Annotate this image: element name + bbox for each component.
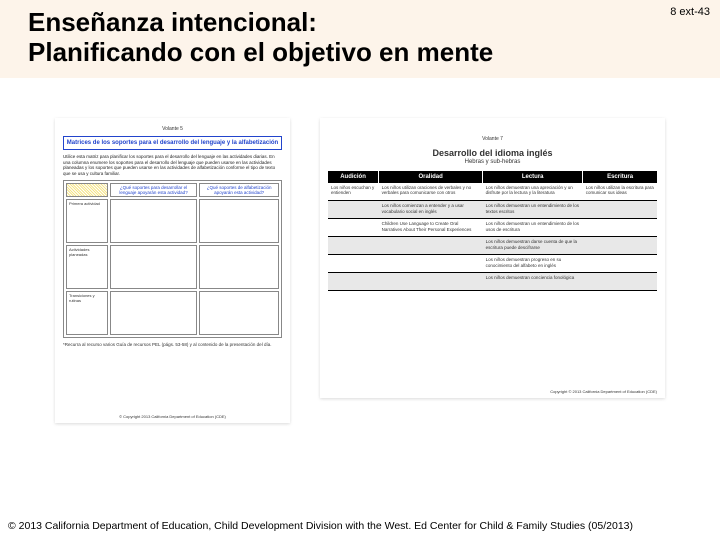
slide-footer: © 2013 California Department of Educatio… xyxy=(8,520,712,532)
title-line2: Planificando con el objetivo en mente xyxy=(28,38,720,68)
content-area: Volante 5 Matrices de los soportes para … xyxy=(0,78,720,423)
right-subtitle: Hebras y sub-hebras xyxy=(328,159,657,165)
left-row-label-1: Primera actividad xyxy=(66,199,108,243)
left-intro: Utilice esta matriz para planificar los … xyxy=(63,154,282,176)
right-col-2: Oralidad xyxy=(379,171,483,183)
left-title-box: Matrices de los soportes para el desarro… xyxy=(63,136,282,151)
left-header-1: ¿Qué soportes para desarrollar el lengua… xyxy=(110,183,198,197)
right-cell: Los niños utilizan oraciones de verbales… xyxy=(379,183,483,201)
left-cell xyxy=(110,199,198,243)
left-header-2: ¿Qué soportes de alfabetización apoyarán… xyxy=(199,183,279,197)
right-cell xyxy=(379,273,483,291)
right-cell xyxy=(328,219,379,237)
right-cell xyxy=(379,255,483,273)
right-strand-table: Audición Oralidad Lectura Escritura Los … xyxy=(328,171,657,292)
right-cell xyxy=(328,237,379,255)
left-row-label-2: Actividades planeadas xyxy=(66,245,108,289)
left-cell xyxy=(199,245,279,289)
right-col-4: Escritura xyxy=(583,171,657,183)
left-row-label-3: Transiciones y rutinas xyxy=(66,291,108,335)
right-cell: Los niños escuchan y entienden xyxy=(328,183,379,201)
right-cell xyxy=(583,273,657,291)
left-cell xyxy=(110,245,198,289)
right-title: Desarrollo del idioma inglés xyxy=(328,148,657,158)
left-volume: Volante 5 xyxy=(63,126,282,132)
right-cell xyxy=(328,255,379,273)
right-cell xyxy=(328,273,379,291)
right-cell: Los niños demuestran progreso en su cono… xyxy=(483,255,583,273)
right-cell: Los niños demuestran conciencia fonológi… xyxy=(483,273,583,291)
right-copyright: Copyright © 2013 California Department o… xyxy=(550,389,657,394)
right-cell xyxy=(328,201,379,219)
right-cell: Children Use Language to Create Oral Nar… xyxy=(379,219,483,237)
right-col-3: Lectura xyxy=(483,171,583,183)
left-document: Volante 5 Matrices de los soportes para … xyxy=(55,118,290,423)
left-footer-note: *Recurra al recurso varios Guía de recur… xyxy=(63,342,282,347)
title-line1: Enseñanza intencional: xyxy=(28,8,720,38)
right-cell: Los niños demuestran un entendimiento de… xyxy=(483,201,583,219)
left-cell xyxy=(110,291,198,335)
right-cell: Los niños comienzan a entender y a usar … xyxy=(379,201,483,219)
left-cell xyxy=(199,291,279,335)
slide-title: Enseñanza intencional: Planificando con … xyxy=(28,8,720,68)
right-cell xyxy=(583,255,657,273)
right-cell xyxy=(583,201,657,219)
right-cell: Los niños utilizan la escritura para com… xyxy=(583,183,657,201)
right-col-1: Audición xyxy=(328,171,379,183)
right-cell xyxy=(379,237,483,255)
left-copyright: © Copyright 2013 California Department o… xyxy=(55,414,290,419)
right-cell: Los niños demuestran un entendimiento de… xyxy=(483,219,583,237)
slide-number: 8 ext-43 xyxy=(670,6,710,18)
left-cell xyxy=(199,199,279,243)
left-table-corner xyxy=(66,183,108,197)
right-volume: Volante 7 xyxy=(328,136,657,142)
right-cell: Los niños demuestran una apreciación y u… xyxy=(483,183,583,201)
right-cell xyxy=(583,237,657,255)
right-cell: Los niños demuestran darse cuenta de que… xyxy=(483,237,583,255)
right-document: Volante 7 Desarrollo del idioma inglés H… xyxy=(320,118,665,398)
header-band: 8 ext-43 Enseñanza intencional: Planific… xyxy=(0,0,720,78)
right-cell xyxy=(583,219,657,237)
left-matrix-table: ¿Qué soportes para desarrollar el lengua… xyxy=(63,180,282,338)
